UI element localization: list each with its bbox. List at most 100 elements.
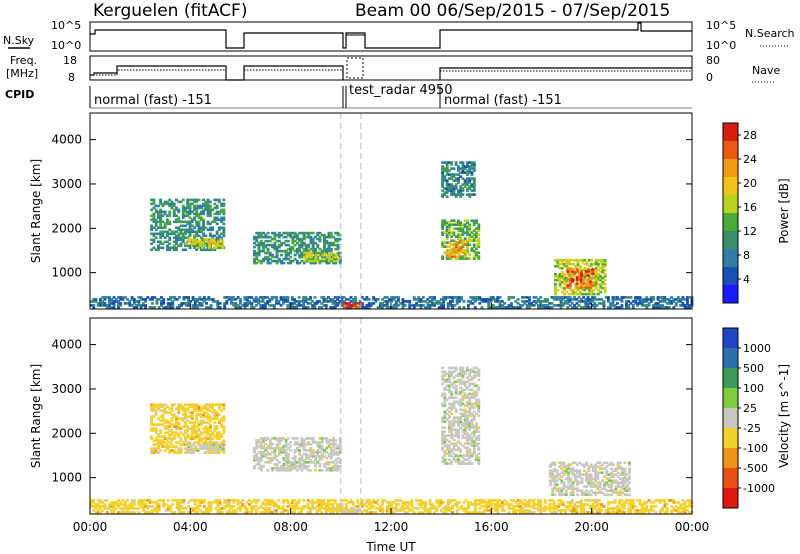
data-cell: [139, 503, 143, 506]
data-cell: [463, 239, 467, 242]
data-cell: [649, 298, 653, 301]
data-cell: [562, 483, 566, 486]
data-cell: [578, 481, 582, 484]
data-cell: [206, 441, 210, 444]
data-cell: [498, 302, 502, 305]
data-cell: [255, 253, 259, 257]
data-cell: [537, 306, 540, 309]
data-cell: [312, 259, 316, 263]
data-cell: [307, 455, 311, 458]
data-cell: [577, 286, 581, 289]
data-cell: [311, 231, 315, 235]
data-cell: [175, 505, 179, 508]
data-cell: [329, 249, 333, 253]
data-cell: [275, 455, 279, 458]
data-cell: [154, 447, 158, 450]
data-cell: [262, 259, 265, 263]
data-cell: [466, 171, 469, 174]
data-cell: [475, 253, 478, 256]
data-cell: [589, 272, 593, 275]
data-cell: [628, 467, 631, 470]
data-cell: [557, 296, 561, 299]
data-cell: [461, 255, 465, 258]
data-cell: [582, 473, 586, 476]
data-cell: [560, 270, 564, 274]
data-cell: [461, 462, 465, 465]
data-cell: [577, 274, 581, 277]
data-cell: [681, 304, 685, 307]
data-cell: [546, 298, 549, 301]
data-cell: [195, 198, 199, 202]
data-cell: [154, 443, 158, 446]
data-cell: [329, 499, 333, 502]
data-cell: [177, 236, 181, 240]
data-cell: [365, 298, 369, 301]
data-cell: [338, 237, 342, 241]
data-cell: [152, 206, 156, 210]
data-cell: [182, 296, 186, 299]
data-cell: [139, 501, 143, 504]
data-cell: [381, 507, 385, 510]
data-cell: [575, 280, 579, 283]
data-cell: [372, 296, 376, 299]
data-cell: [320, 505, 324, 508]
data-cell: [157, 214, 160, 218]
data-cell: [457, 380, 460, 384]
data-cell: [316, 233, 320, 237]
data-cell: [188, 212, 192, 216]
data-cell: [161, 230, 165, 234]
data-cell: [628, 493, 631, 496]
data-cell: [461, 434, 465, 437]
data-cell: [114, 507, 118, 510]
data-cell: [157, 417, 160, 420]
data-cell: [428, 507, 432, 510]
data-cell: [480, 298, 484, 301]
data-cell: [467, 511, 470, 514]
data-cell: [193, 431, 196, 434]
data-cell: [466, 241, 469, 244]
data-cell: [217, 435, 221, 438]
freq-tick-top: 18: [63, 54, 77, 67]
data-cell: [603, 461, 607, 465]
data-cell: [454, 223, 458, 226]
data-cell: [452, 193, 456, 196]
data-cell: [162, 499, 166, 502]
data-cell: [550, 296, 554, 299]
data-cell: [213, 415, 217, 418]
data-cell: [175, 298, 179, 301]
data-cell: [253, 241, 256, 245]
data-cell: [205, 447, 209, 450]
data-cell: [561, 298, 565, 301]
data-cell: [266, 251, 270, 255]
data-cell: [184, 236, 187, 240]
data-cell: [92, 509, 96, 512]
data-cell: [181, 210, 185, 214]
data-cell: [171, 296, 175, 299]
data-cell: [461, 394, 465, 398]
data-cell: [582, 306, 585, 309]
data-cell: [600, 467, 604, 470]
data-cell: [172, 214, 176, 218]
data-cell: [457, 454, 460, 457]
data-cell: [232, 499, 236, 502]
data-cell: [452, 187, 456, 190]
data-cell: [186, 230, 190, 234]
data-cell: [461, 396, 465, 400]
data-cell: [266, 507, 269, 510]
data-cell: [454, 195, 458, 198]
data-cell: [159, 429, 163, 432]
data-cell: [154, 248, 158, 252]
data-cell: [177, 409, 181, 412]
data-cell: [381, 499, 385, 502]
data-cell: [435, 300, 439, 303]
data-cell: [466, 380, 469, 384]
data-cell: [323, 241, 326, 245]
data-cell: [358, 306, 362, 309]
data-cell: [567, 477, 570, 480]
data-cell: [307, 235, 311, 239]
data-cell: [475, 372, 478, 376]
data-cell: [234, 499, 238, 502]
data-cell: [441, 165, 445, 168]
data-cell: [512, 306, 516, 309]
